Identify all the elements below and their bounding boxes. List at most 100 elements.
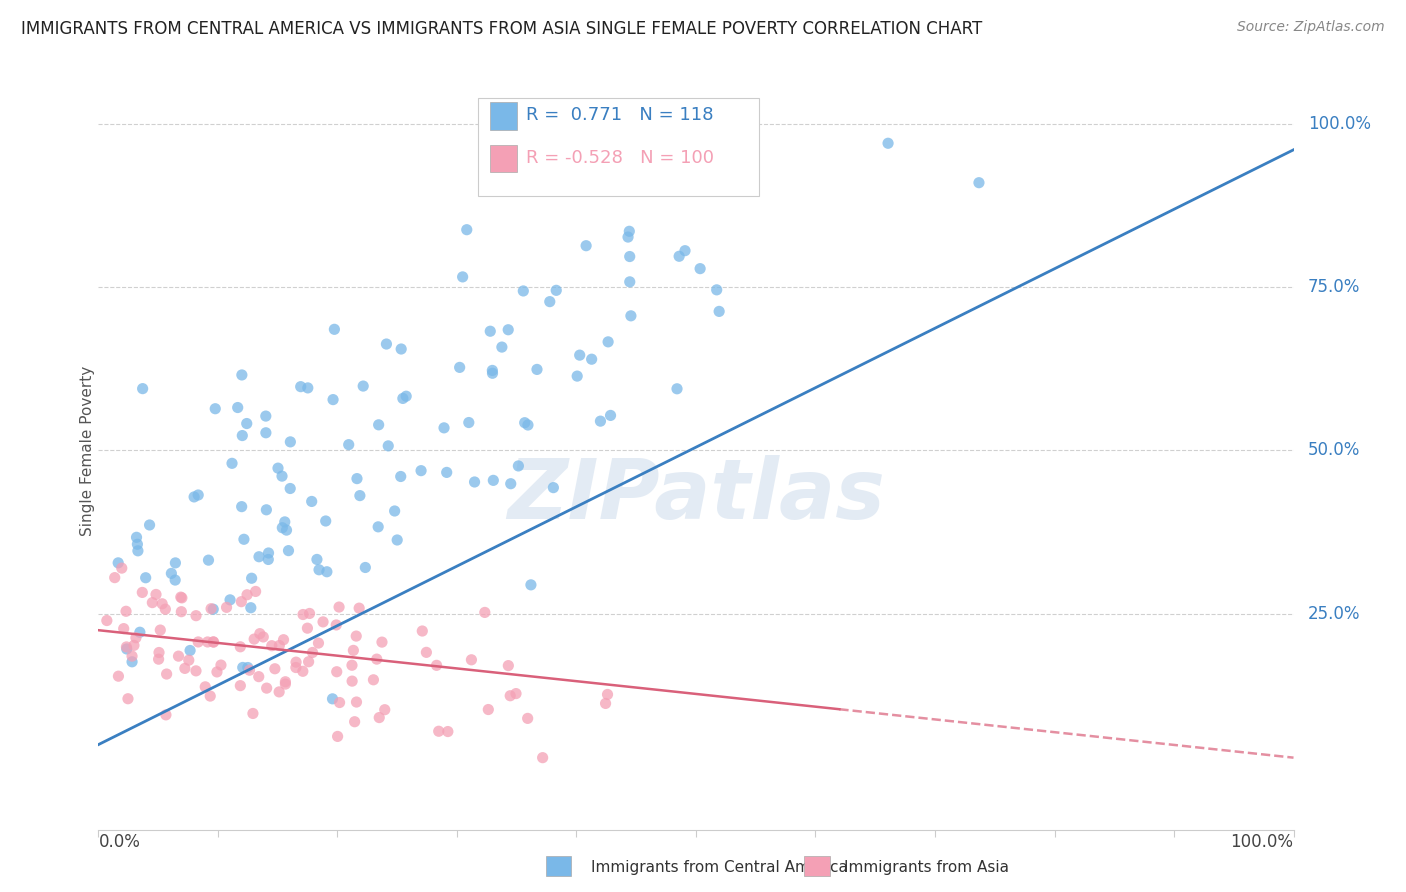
Point (581, 352, 603, 367)
Point (433, 421, 456, 435)
Point (599, 409, 621, 423)
Point (187, 635, 209, 649)
Point (231, 500, 253, 514)
Point (170, 605, 193, 619)
Point (276, 523, 298, 537)
Point (451, 269, 474, 284)
Point (290, 379, 312, 393)
Point (598, 334, 620, 349)
Text: Immigrants from Asia: Immigrants from Asia (844, 860, 1008, 874)
Point (619, 224, 641, 238)
Point (367, 417, 389, 432)
Point (219, 592, 242, 607)
Point (457, 416, 479, 430)
Point (184, 608, 207, 623)
Point (131, 382, 153, 396)
Point (409, 464, 432, 478)
Point (236, 588, 259, 602)
Point (315, 514, 337, 528)
Point (371, 635, 394, 649)
Point (323, 322, 346, 336)
Point (543, 481, 565, 495)
Point (252, 630, 274, 644)
Point (156, 667, 179, 681)
Point (107, 556, 129, 570)
Text: 100.0%: 100.0% (1308, 115, 1371, 133)
Point (477, 702, 499, 716)
Point (620, 309, 643, 323)
Point (245, 584, 267, 599)
Point (249, 626, 271, 640)
Point (427, 724, 450, 739)
Text: ZIPatlas: ZIPatlas (508, 456, 884, 536)
Point (247, 670, 270, 684)
Point (127, 544, 149, 558)
Point (232, 660, 254, 674)
Point (235, 417, 257, 431)
Point (226, 401, 249, 415)
Point (395, 389, 418, 403)
Point (269, 685, 291, 699)
Point (297, 621, 319, 635)
Point (264, 662, 287, 676)
Point (231, 595, 253, 609)
Point (516, 711, 538, 725)
Point (115, 640, 138, 654)
Point (273, 632, 295, 647)
Point (499, 689, 522, 703)
Point (568, 348, 591, 362)
Point (520, 578, 543, 592)
Point (243, 632, 266, 646)
Point (516, 417, 538, 432)
Text: 50.0%: 50.0% (1308, 442, 1360, 459)
Point (256, 681, 278, 695)
Point (280, 434, 302, 449)
Point (205, 665, 228, 679)
Point (167, 649, 190, 664)
Point (271, 521, 294, 535)
Point (274, 677, 297, 691)
Point (619, 250, 641, 264)
Point (460, 653, 482, 667)
Point (115, 604, 138, 618)
Point (194, 680, 217, 694)
Point (666, 382, 689, 396)
Point (121, 649, 143, 664)
Point (325, 618, 347, 632)
Point (127, 537, 149, 551)
Point (202, 634, 225, 648)
Point (546, 283, 568, 297)
Point (204, 401, 226, 416)
Point (128, 625, 150, 640)
Point (202, 602, 225, 616)
Point (496, 323, 519, 337)
Point (512, 284, 534, 298)
Point (117, 691, 139, 706)
Point (689, 261, 711, 276)
Point (254, 409, 277, 423)
Point (456, 223, 478, 237)
Point (231, 428, 253, 442)
Point (575, 238, 598, 252)
Point (411, 624, 433, 638)
Point (125, 631, 148, 645)
Point (215, 600, 238, 615)
Point (662, 182, 685, 196)
Point (155, 707, 177, 722)
Point (240, 571, 263, 585)
Point (346, 695, 368, 709)
Point (254, 503, 277, 517)
Point (374, 703, 396, 717)
Point (291, 665, 314, 679)
Point (177, 653, 200, 667)
Point (202, 635, 225, 649)
Point (436, 466, 458, 480)
Point (626, 176, 648, 190)
Point (111, 561, 134, 575)
Point (531, 750, 554, 764)
Point (209, 658, 232, 673)
Point (165, 556, 187, 570)
Point (352, 379, 374, 393)
Point (145, 587, 167, 601)
Text: IMMIGRANTS FROM CENTRAL AMERICA VS IMMIGRANTS FROM ASIA SINGLE FEMALE POVERTY CO: IMMIGRANTS FROM CENTRAL AMERICA VS IMMIG… (21, 20, 983, 37)
